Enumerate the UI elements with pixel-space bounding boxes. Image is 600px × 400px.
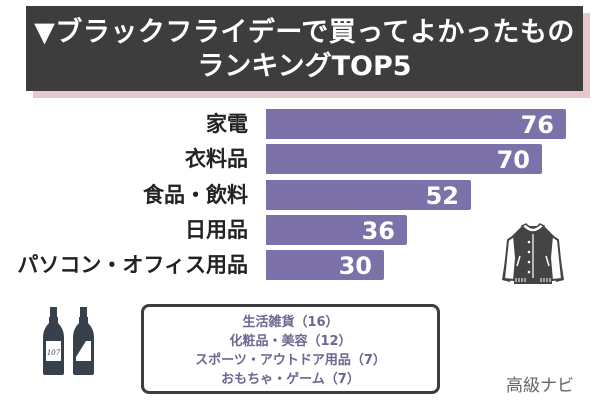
wine-bottles-icon: 107	[43, 307, 94, 375]
brand-logo-text: 高級ナビ	[506, 376, 574, 396]
varsity-jacket-icon	[502, 223, 564, 284]
category-label: 食品・飲料	[143, 183, 248, 207]
title-line-2: ランキングTOP5	[197, 51, 412, 82]
chart-row: パソコン・オフィス用品 30	[0, 250, 600, 281]
other-item: スポーツ・アウトドア用品（7）	[195, 353, 386, 368]
bar-value: 30	[338, 252, 372, 280]
chart-row: 食品・飲料 52	[0, 180, 600, 211]
bar-value: 52	[425, 182, 459, 210]
bottle-label-text: 107	[47, 349, 61, 357]
bar: 52	[266, 180, 471, 210]
category-label: 家電	[206, 112, 248, 136]
bar: 36	[266, 215, 407, 245]
chart-row: 家電 76	[0, 109, 600, 140]
category-label: 衣料品	[185, 147, 248, 171]
bar-value: 36	[361, 217, 395, 245]
bar-value: 70	[496, 146, 530, 174]
other-item: 化粧品・美容（12）	[229, 334, 352, 349]
title-banner: ▼ブラックフライデーで買ってよかったもの ランキングTOP5	[26, 6, 583, 91]
bar: 30	[266, 250, 384, 280]
chart-row: 衣料品 70	[0, 144, 600, 175]
other-item: 生活雑貨（16）	[242, 315, 339, 330]
bar: 76	[266, 109, 566, 139]
category-label: 日用品	[185, 218, 248, 242]
bar: 70	[266, 144, 542, 174]
category-label: パソコン・オフィス用品	[17, 253, 248, 277]
title-line-1: ▼ブラックフライデーで買ってよかったもの	[34, 17, 575, 48]
chart-row: 日用品 36	[0, 215, 600, 246]
other-items-box: 生活雑貨（16） 化粧品・美容（12） スポーツ・アウトドア用品（7） おもちゃ…	[141, 304, 440, 394]
bar-value: 76	[520, 111, 554, 139]
other-item: おもちゃ・ゲーム（7）	[221, 372, 360, 387]
